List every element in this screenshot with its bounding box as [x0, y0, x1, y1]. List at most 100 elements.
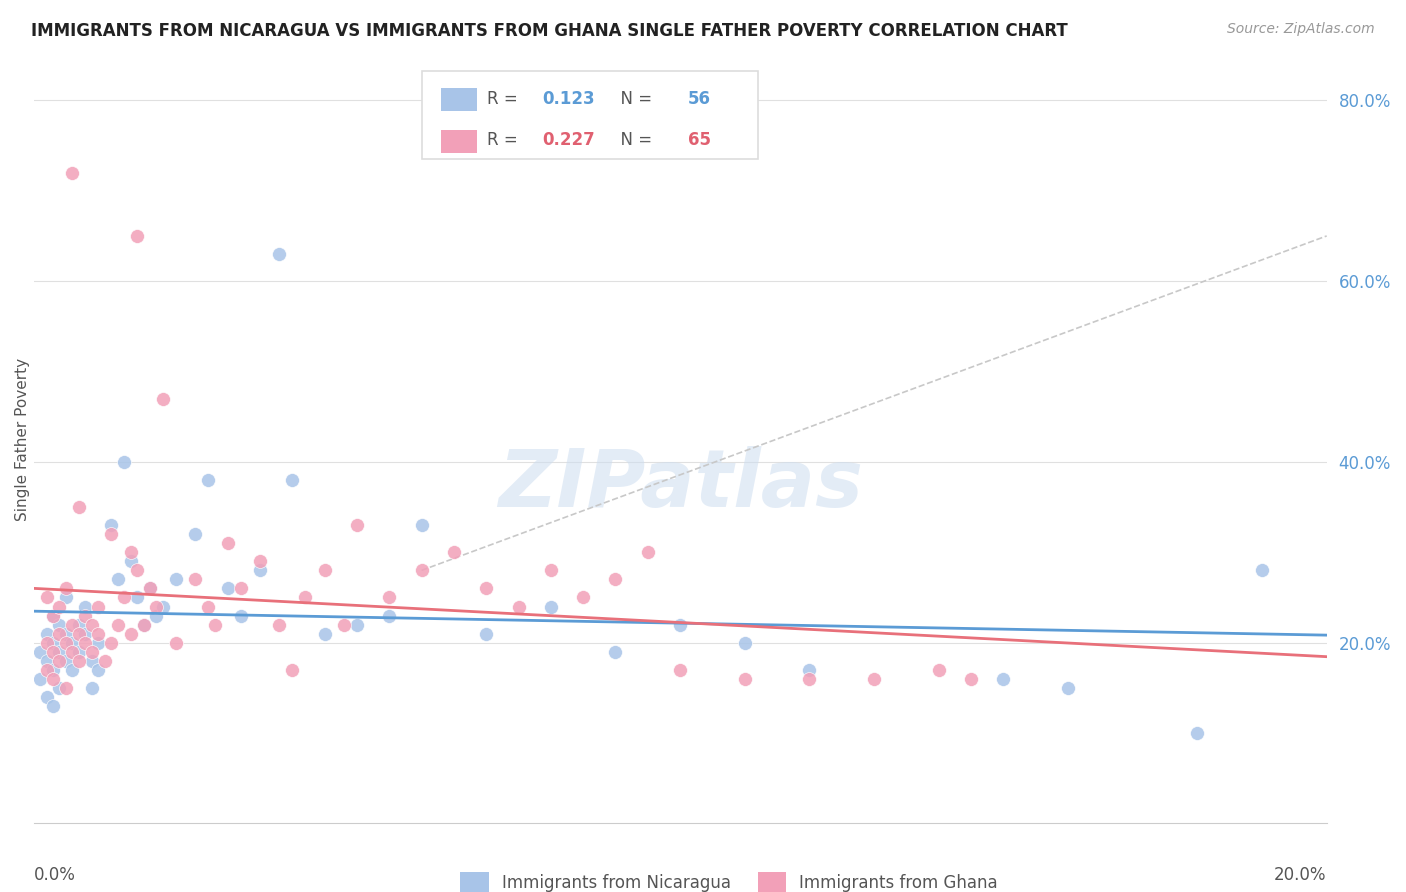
Y-axis label: Single Father Poverty: Single Father Poverty: [15, 358, 30, 521]
Point: [152, 392, 174, 406]
Point: [799, 663, 821, 677]
Point: [734, 672, 756, 686]
Point: [48, 599, 70, 614]
Point: [75, 636, 97, 650]
Text: Immigrants from Nicaragua: Immigrants from Nicaragua: [502, 874, 731, 892]
Point: [42, 608, 65, 623]
Point: [411, 518, 433, 533]
Point: [249, 554, 271, 568]
Point: [35, 663, 58, 677]
Point: [145, 599, 167, 614]
Text: 0.0%: 0.0%: [34, 866, 76, 884]
Point: [960, 672, 983, 686]
Point: [60, 617, 83, 632]
Point: [75, 599, 97, 614]
Point: [669, 663, 692, 677]
Point: [139, 582, 162, 596]
Point: [112, 455, 135, 469]
Point: [67, 500, 90, 515]
Point: [48, 645, 70, 659]
Point: [197, 473, 219, 487]
Point: [1187, 726, 1209, 740]
Point: [184, 527, 207, 541]
Point: [55, 626, 77, 640]
FancyBboxPatch shape: [460, 871, 489, 892]
Point: [75, 626, 97, 640]
Point: [42, 636, 65, 650]
Text: R =: R =: [488, 90, 523, 108]
Point: [475, 626, 498, 640]
Point: [100, 527, 122, 541]
Point: [637, 545, 659, 559]
Point: [165, 573, 187, 587]
Point: [30, 645, 52, 659]
Text: Source: ZipAtlas.com: Source: ZipAtlas.com: [1227, 22, 1375, 37]
FancyBboxPatch shape: [758, 871, 786, 892]
Point: [107, 617, 129, 632]
Point: [55, 654, 77, 668]
Point: [993, 672, 1015, 686]
Point: [249, 563, 271, 577]
Point: [48, 626, 70, 640]
Point: [605, 573, 627, 587]
Text: N =: N =: [610, 90, 658, 108]
Point: [863, 672, 886, 686]
Point: [120, 545, 142, 559]
Point: [314, 563, 336, 577]
Point: [48, 654, 70, 668]
Point: [107, 573, 129, 587]
Point: [55, 636, 77, 650]
Point: [80, 654, 103, 668]
Point: [55, 591, 77, 605]
Point: [67, 654, 90, 668]
Point: [55, 582, 77, 596]
Text: 65: 65: [688, 131, 711, 150]
Point: [269, 247, 291, 261]
Point: [125, 563, 148, 577]
Point: [42, 698, 65, 713]
Point: [281, 473, 304, 487]
FancyBboxPatch shape: [441, 129, 477, 153]
Point: [184, 573, 207, 587]
Point: [60, 166, 83, 180]
Point: [145, 608, 167, 623]
Text: 0.227: 0.227: [541, 131, 595, 150]
Point: [540, 599, 562, 614]
Point: [120, 554, 142, 568]
FancyBboxPatch shape: [422, 70, 758, 159]
Point: [67, 645, 90, 659]
Point: [281, 663, 304, 677]
Text: ZIPatlas: ZIPatlas: [498, 446, 863, 524]
Point: [1057, 681, 1080, 695]
Point: [294, 591, 316, 605]
Point: [152, 599, 174, 614]
Point: [928, 663, 950, 677]
Point: [605, 645, 627, 659]
Point: [132, 617, 155, 632]
Point: [269, 617, 291, 632]
Point: [75, 608, 97, 623]
Point: [125, 591, 148, 605]
Point: [132, 617, 155, 632]
Point: [60, 663, 83, 677]
Point: [42, 608, 65, 623]
Point: [120, 626, 142, 640]
Point: [411, 563, 433, 577]
Point: [87, 626, 110, 640]
Point: [669, 617, 692, 632]
Point: [35, 690, 58, 704]
Text: 0.123: 0.123: [541, 90, 595, 108]
Point: [204, 617, 226, 632]
Text: N =: N =: [610, 131, 658, 150]
Point: [139, 582, 162, 596]
Point: [80, 645, 103, 659]
Point: [67, 626, 90, 640]
Point: [125, 228, 148, 243]
Point: [378, 591, 401, 605]
Point: [35, 654, 58, 668]
Point: [475, 582, 498, 596]
Point: [229, 608, 252, 623]
FancyBboxPatch shape: [441, 88, 477, 112]
Text: 56: 56: [688, 90, 711, 108]
Text: 20.0%: 20.0%: [1274, 866, 1327, 884]
